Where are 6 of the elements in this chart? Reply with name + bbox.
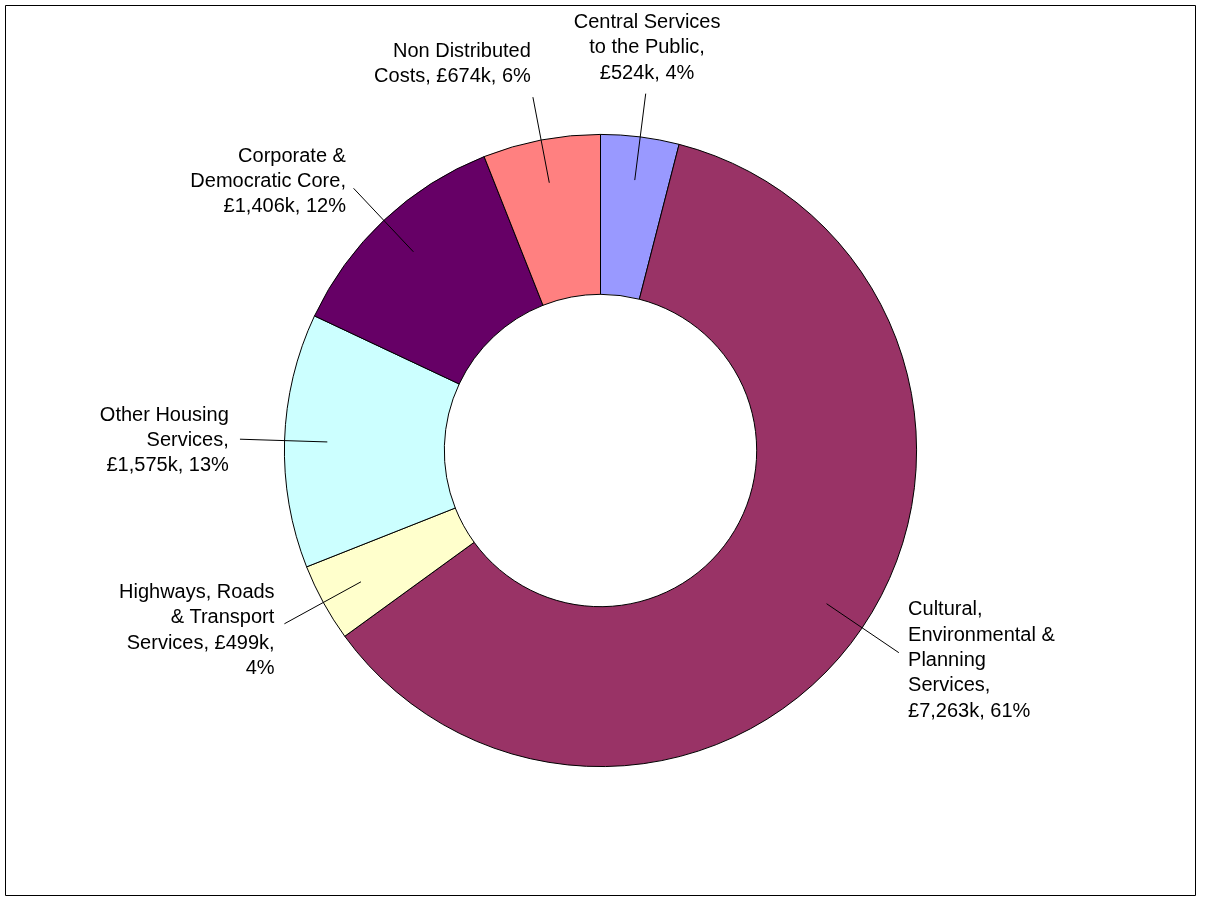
slice-label: Corporate & Democratic Core, £1,406k, 12% — [190, 143, 347, 217]
slice-label: Non Distributed Costs, £674k, 6% — [374, 38, 532, 87]
slice-label: Highways, Roads & Transport Services, £499k, 4% — [119, 580, 275, 679]
slice-label: Central Services to the Public, £524k, 4% — [573, 9, 721, 83]
slice-label: Other Housing Services, £1,575k, 13% — [99, 402, 230, 476]
slice-label: Cultural, Environmental & Planning Services, £7,263k, 61% — [908, 597, 1056, 721]
